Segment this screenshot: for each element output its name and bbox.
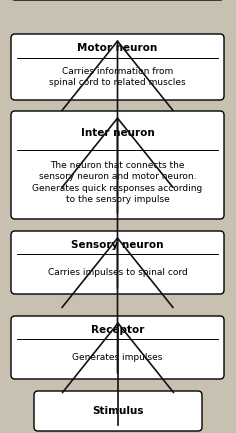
Text: Generates impulses: Generates impulses xyxy=(72,352,163,362)
FancyBboxPatch shape xyxy=(11,111,224,219)
Text: Receptor: Receptor xyxy=(91,325,144,335)
FancyBboxPatch shape xyxy=(11,34,224,100)
FancyBboxPatch shape xyxy=(11,316,224,379)
Text: Sensory neuron: Sensory neuron xyxy=(71,239,164,250)
FancyBboxPatch shape xyxy=(11,231,224,294)
Text: Carries information from
spinal cord to related muscles: Carries information from spinal cord to … xyxy=(49,67,186,87)
Text: The neuron that connects the
sensory neuron and motor neuron.
Generates quick re: The neuron that connects the sensory neu… xyxy=(32,161,203,204)
Text: Inter neuron: Inter neuron xyxy=(81,127,154,138)
Text: Motor neuron: Motor neuron xyxy=(77,43,158,53)
FancyBboxPatch shape xyxy=(34,391,202,431)
Text: Stimulus: Stimulus xyxy=(92,406,144,416)
Text: Carries impulses to spinal cord: Carries impulses to spinal cord xyxy=(48,268,187,277)
